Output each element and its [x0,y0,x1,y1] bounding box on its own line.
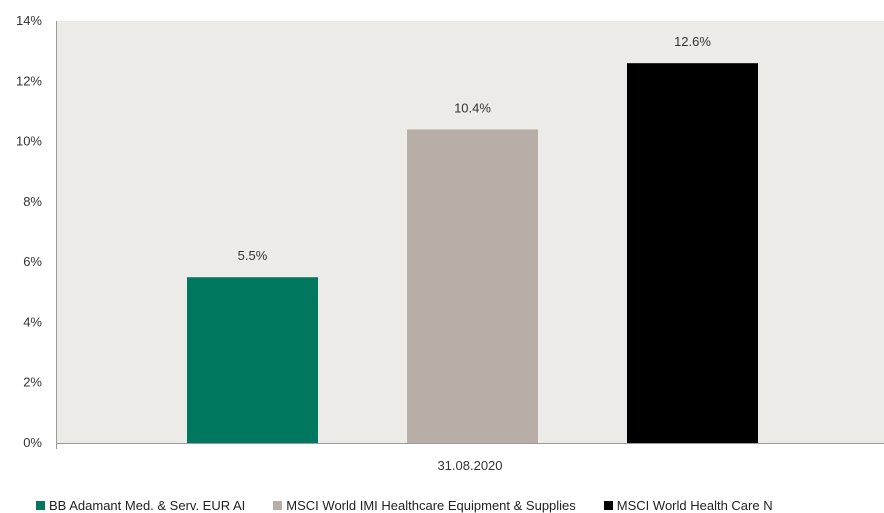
y-tick-label: 10% [16,134,42,149]
legend-swatch [273,501,283,510]
data-label-series-1: 5.5% [238,248,268,263]
legend-swatch [36,501,45,510]
bar-series-3 [627,63,758,443]
bar-series-1 [187,277,318,443]
y-tick-label: 8% [23,194,42,209]
legend-item-3: MSCI World Health Care N [603,498,773,513]
y-tick-label: 2% [23,375,42,390]
legend: BB Adamant Med. & Serv. EUR AI MSCI World… [36,498,801,513]
y-tick-label: 14% [16,13,42,28]
y-tick-label: 12% [16,73,42,88]
y-tick-label: 4% [23,314,42,329]
legend-label: MSCI World IMI Healthcare Equipment & Su… [286,498,576,513]
legend-label: MSCI World Health Care N [616,498,773,513]
bars [187,63,758,443]
x-category-label: 31.08.2020 [437,458,502,473]
data-label-series-2: 10.4% [454,101,491,116]
legend-swatch [603,501,613,510]
legend-label: BB Adamant Med. & Serv. EUR AI [49,498,246,513]
legend-item-2: MSCI World IMI Healthcare Equipment & Su… [273,498,576,513]
bar-series-2 [407,129,538,443]
y-tick-label: 0% [23,435,42,450]
y-axis-ticks: 0% 2% 4% 6% 8% 10% 12% 14% [16,13,42,450]
data-label-series-3: 12.6% [674,34,711,49]
data-labels: 5.5% 10.4% 12.6% [238,34,712,263]
y-tick-label: 6% [23,254,42,269]
legend-item-1: BB Adamant Med. & Serv. EUR AI [36,498,245,513]
